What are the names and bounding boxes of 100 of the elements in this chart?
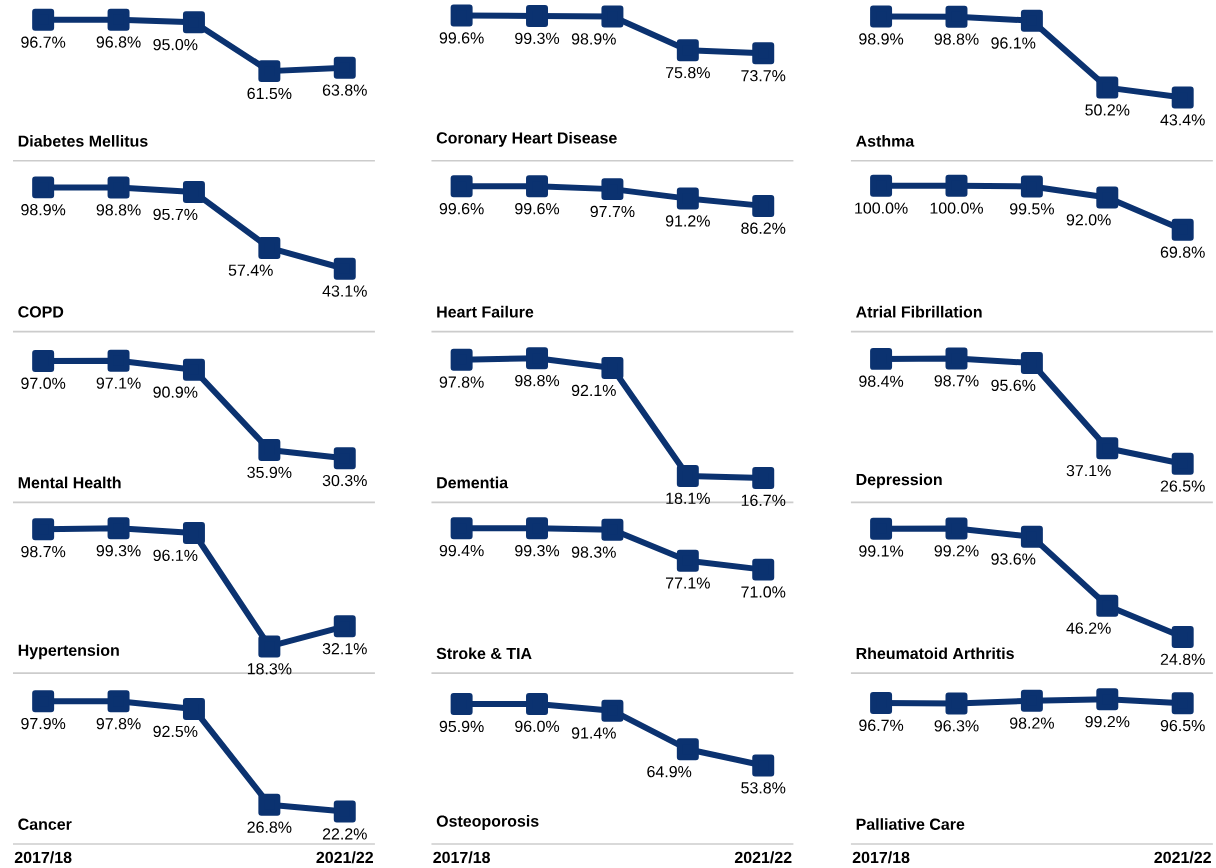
data-label: 92.0%	[1066, 214, 1111, 226]
point	[182, 359, 205, 381]
data-label: 69.8%	[1160, 246, 1205, 258]
text: Depression	[856, 473, 942, 489]
x-tick-label: 2021/22	[316, 851, 373, 864]
data-label: 97.7%	[590, 206, 635, 218]
point	[333, 800, 356, 823]
data-label: 96.3%	[934, 720, 979, 732]
point	[870, 174, 893, 197]
data-label: 43.4%	[1160, 114, 1205, 126]
point	[752, 467, 775, 490]
data-label: 99.6%	[439, 203, 484, 215]
text: Stroke & TIA	[436, 647, 532, 660]
point	[258, 60, 281, 83]
point	[333, 447, 356, 470]
text: Coronary Heart Disease	[436, 132, 617, 147]
text: Cancer	[18, 818, 72, 831]
data-label: 75.8%	[665, 67, 710, 79]
data-label: 96.0%	[515, 720, 560, 733]
point	[526, 517, 549, 540]
point	[32, 9, 55, 31]
data-label: 35.9%	[247, 466, 292, 479]
data-label: 98.9%	[859, 33, 904, 45]
x-tick-label: 2021/22	[734, 851, 792, 864]
point	[450, 348, 473, 371]
data-label: 99.3%	[515, 32, 560, 45]
point	[752, 42, 775, 65]
data-label: 99.2%	[934, 545, 979, 557]
data-label: 100.0%	[855, 202, 908, 214]
point	[258, 237, 281, 260]
point	[676, 187, 699, 210]
point	[526, 693, 549, 716]
data-label: 99.2%	[1085, 716, 1130, 728]
data-label: 99.1%	[859, 545, 904, 557]
point	[450, 175, 473, 198]
point	[258, 635, 281, 658]
data-label: 98.2%	[1009, 717, 1054, 729]
data-label: 97.8%	[439, 376, 484, 388]
data-label: 90.9%	[153, 386, 198, 398]
point	[676, 738, 699, 761]
data-label: 97.0%	[21, 377, 66, 390]
data-label: 37.1%	[1066, 465, 1111, 477]
point	[945, 517, 968, 540]
data-label: 18.3%	[247, 663, 292, 675]
data-label: 61.5%	[247, 88, 292, 100]
point	[1171, 219, 1194, 241]
data-label: 98.8%	[934, 33, 979, 45]
point	[945, 174, 968, 197]
data-label: 22.2%	[322, 828, 367, 840]
point	[752, 195, 775, 218]
data-label: 16.7%	[741, 494, 786, 507]
point	[1096, 76, 1119, 99]
text: Rheumatoid Arthritis	[856, 647, 1014, 660]
data-label: 98.7%	[934, 375, 979, 387]
data-label: 98.7%	[21, 546, 66, 558]
point	[601, 699, 624, 722]
data-label: 99.3%	[515, 545, 560, 557]
text: Palliative Care	[856, 818, 965, 831]
data-label: 73.7%	[741, 70, 786, 82]
data-label: 86.2%	[741, 222, 786, 235]
data-label: 18.1%	[666, 492, 710, 505]
data-label: 92.1%	[571, 384, 616, 397]
point	[1171, 86, 1194, 109]
data-label: 95.0%	[153, 39, 198, 51]
point	[107, 8, 130, 31]
data-label: 98.9%	[21, 204, 66, 216]
text: Asthma	[856, 135, 915, 147]
point	[32, 518, 55, 541]
point	[107, 690, 130, 713]
point	[450, 693, 473, 716]
point	[333, 257, 356, 280]
point	[1171, 626, 1194, 649]
point	[945, 5, 968, 28]
data-label: 96.7%	[21, 36, 66, 48]
data-label: 64.9%	[647, 766, 692, 778]
data-label: 98.8%	[96, 204, 141, 216]
data-label: 96.1%	[991, 37, 1036, 49]
data-label: 92.5%	[153, 725, 198, 738]
text: Heart Failure	[437, 306, 534, 318]
x-tick-label: 2021/22	[1154, 851, 1211, 864]
data-label: 26.8%	[247, 821, 292, 834]
point	[32, 350, 55, 373]
data-label: 57.4%	[228, 264, 273, 276]
text: Osteoporosis	[436, 815, 539, 831]
point	[1096, 437, 1119, 460]
x-tick-label: 2017/18	[14, 851, 72, 864]
point	[107, 176, 130, 199]
text: COPD	[18, 306, 64, 318]
data-label: 63.8%	[322, 84, 367, 96]
point	[526, 5, 549, 28]
point	[676, 465, 699, 488]
data-label: 93.6%	[991, 553, 1036, 565]
point	[258, 794, 281, 817]
data-label: 98.3%	[571, 546, 616, 558]
data-label: 96.1%	[153, 549, 198, 562]
point	[182, 181, 205, 204]
data-label: 99.5%	[1009, 203, 1054, 215]
data-label: 24.8%	[1160, 653, 1205, 666]
point	[333, 56, 356, 79]
data-label: 46.2%	[1066, 622, 1111, 634]
